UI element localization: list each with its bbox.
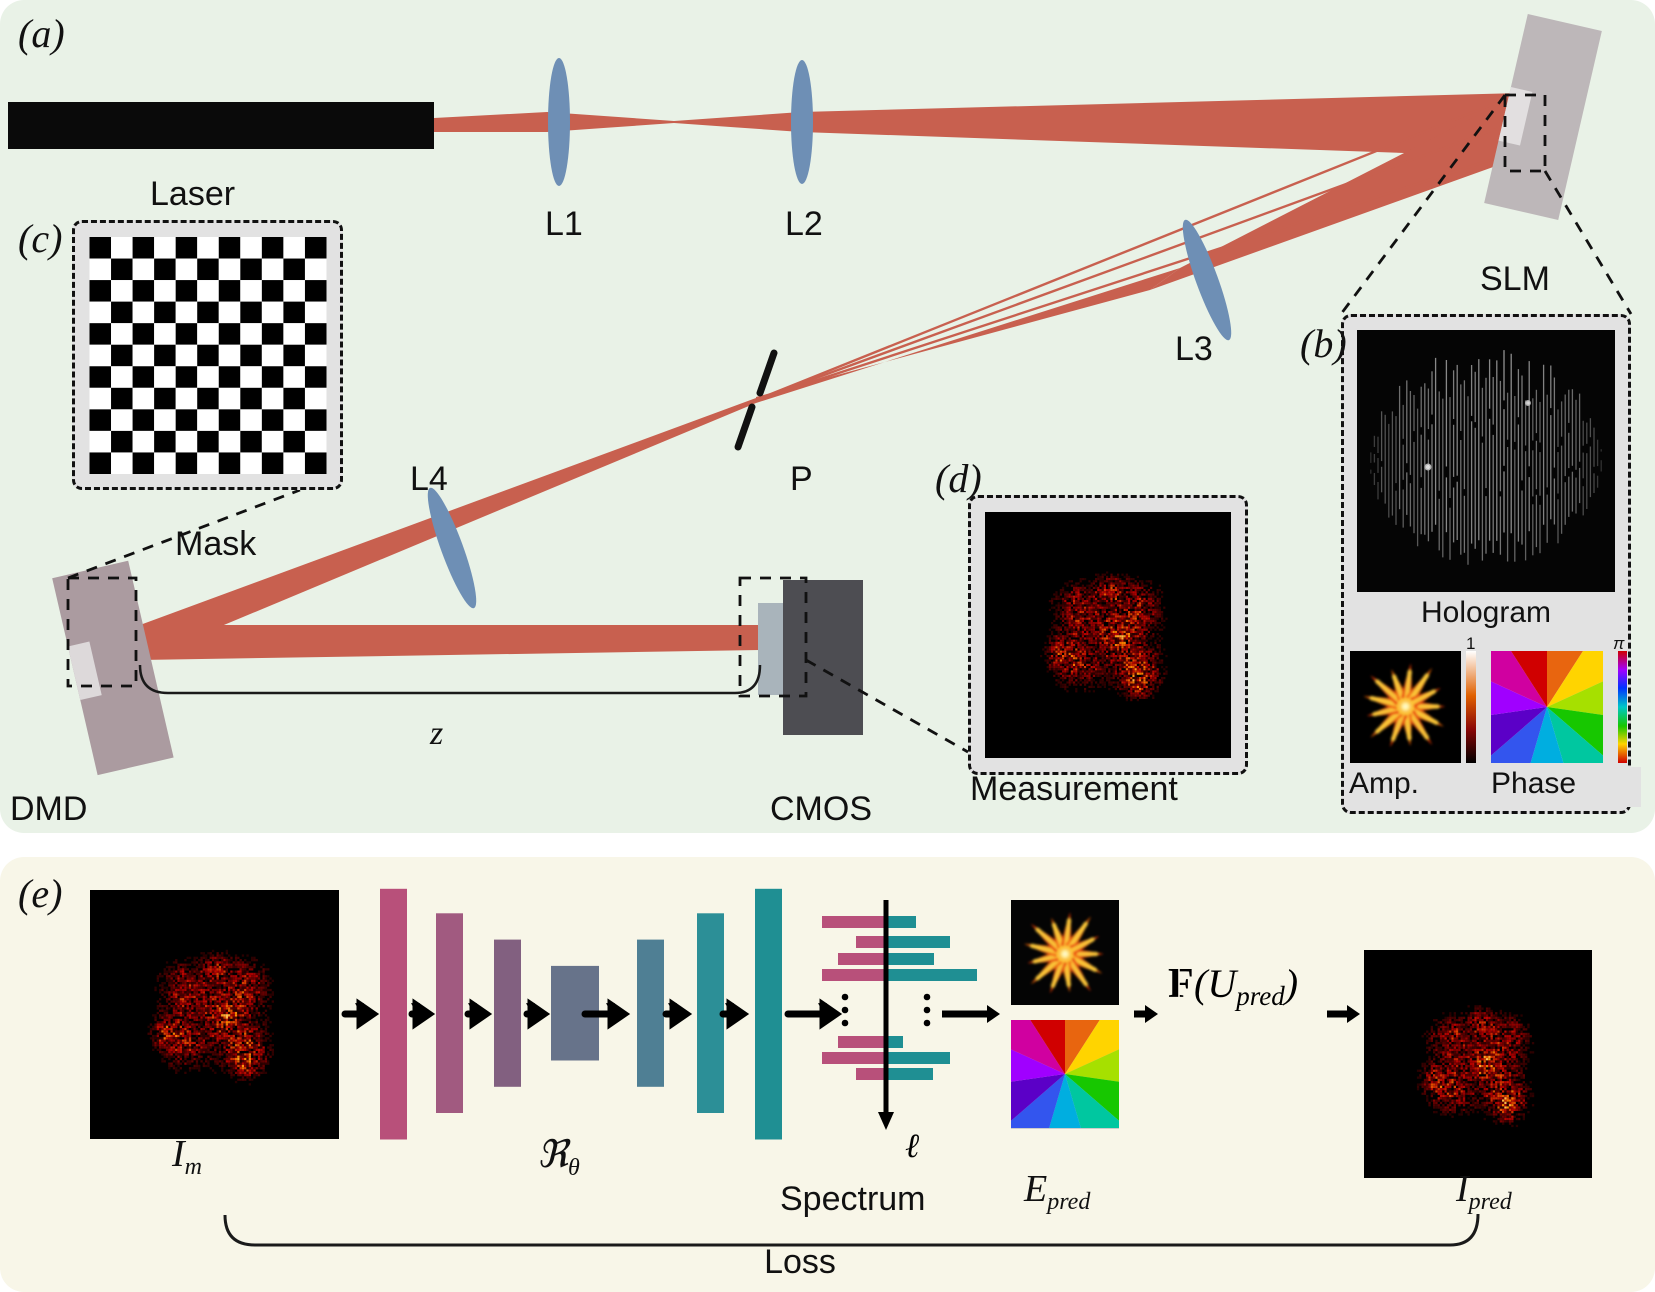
svg-text:F: F [1168,961,1194,1007]
svg-text:ℓ: ℓ [905,1128,919,1165]
svg-text:(Upred): (Upred) [1194,961,1298,1011]
